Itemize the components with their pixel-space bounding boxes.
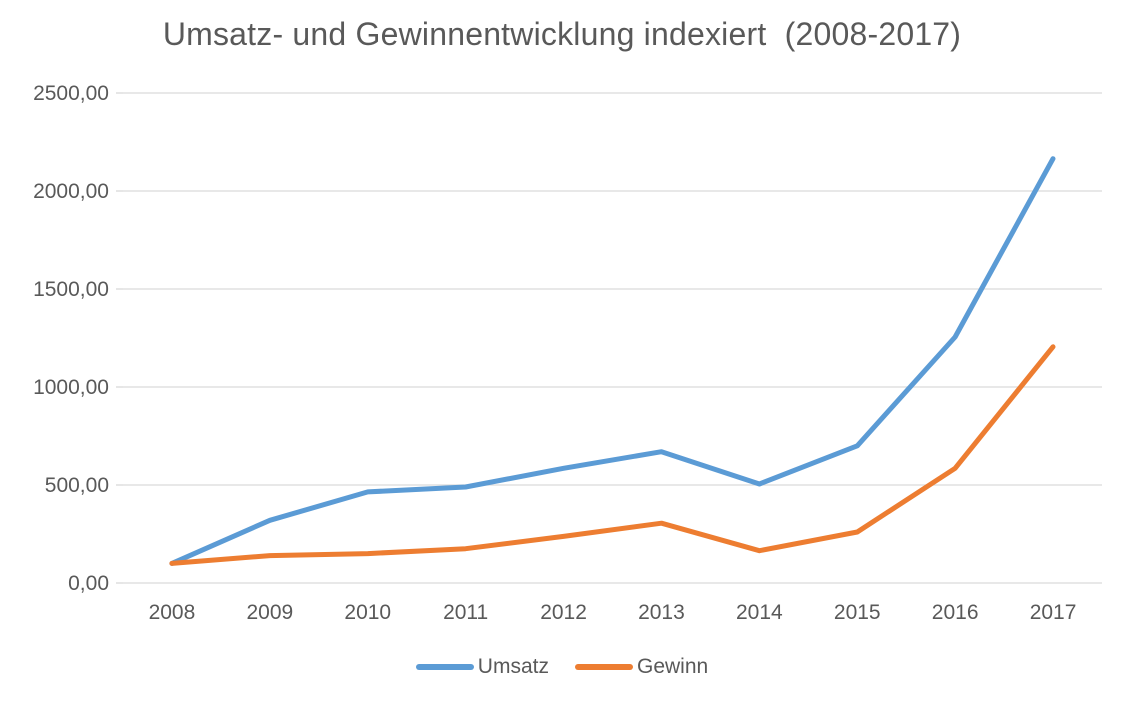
- x-axis-tick-label: 2017: [1030, 601, 1077, 624]
- x-axis-tick-label: 2015: [834, 601, 881, 624]
- y-axis-tick-label: 2500,00: [33, 82, 109, 105]
- x-axis-tick-label: 2011: [443, 601, 488, 624]
- series-line-gewinn: [169, 344, 1056, 566]
- x-axis-tick-label: 2012: [540, 601, 587, 624]
- x-axis-tick-label: 2008: [149, 601, 196, 624]
- series-line-umsatz: [169, 156, 1056, 566]
- y-axis-tick-label: 2000,00: [33, 180, 109, 203]
- x-axis-tick-label: 2009: [246, 601, 293, 624]
- legend-label-gewinn: Gewinn: [636, 655, 709, 678]
- y-axis-tick-label: 0,00: [68, 572, 109, 595]
- y-axis-tick-label: 500,00: [45, 474, 109, 497]
- y-axis-tick-label: 1000,00: [33, 376, 109, 399]
- y-axis-tick-label: 1500,00: [33, 278, 109, 301]
- umsatz-line-swatch-icon: [415, 663, 474, 670]
- x-axis-tick-label: 2014: [736, 601, 783, 624]
- legend-label-umsatz: Umsatz: [477, 655, 549, 678]
- x-axis-tick-label: 2010: [344, 601, 391, 624]
- x-axis-tick-label: 2013: [638, 601, 685, 624]
- legend-item-umsatz: Umsatz: [415, 655, 549, 678]
- chart-title: Umsatz- und Gewinnentwicklung indexiert …: [162, 16, 962, 52]
- x-axis-tick-label: 2016: [932, 601, 979, 624]
- chart-legend: Umsatz Gewinn: [0, 656, 1124, 677]
- gewinn-line-swatch-icon: [574, 663, 633, 670]
- legend-item-gewinn: Gewinn: [574, 655, 709, 678]
